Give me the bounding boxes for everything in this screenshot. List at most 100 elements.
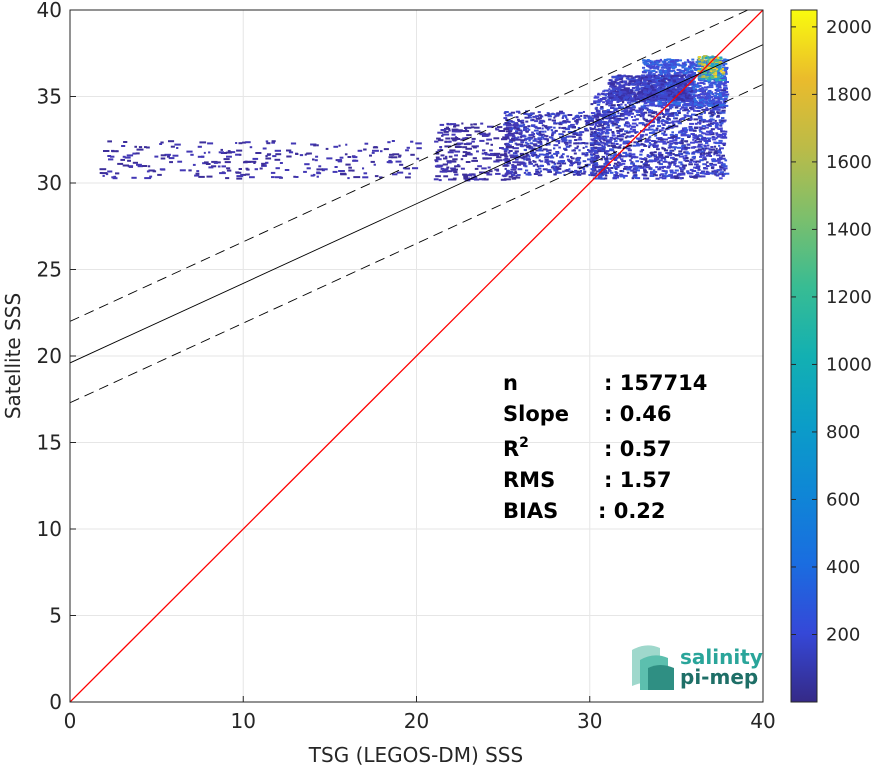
- density-cell: [515, 130, 518, 133]
- density-cell: [636, 98, 640, 101]
- density-cell: [655, 113, 660, 116]
- density-cell: [697, 168, 701, 171]
- density-cell: [606, 161, 611, 164]
- density-cell: [466, 151, 471, 154]
- density-cell: [664, 74, 669, 77]
- density-cell: [684, 129, 689, 132]
- density-cell: [668, 125, 672, 128]
- density-cell: [495, 128, 500, 131]
- density-cell: [99, 168, 107, 171]
- density-cell: [530, 154, 535, 157]
- density-cell: [651, 112, 656, 115]
- density-cell: [692, 160, 698, 163]
- density-cell: [500, 154, 507, 157]
- density-cell: [689, 107, 693, 109]
- density-cell: [661, 176, 664, 179]
- density-cell: [655, 166, 659, 169]
- density-cell: [653, 129, 658, 132]
- density-cell: [601, 155, 605, 158]
- density-cell: [149, 175, 153, 178]
- density-cell: [120, 158, 125, 161]
- colorbar-tick-label: 1200: [826, 287, 872, 308]
- density-cell: [699, 134, 703, 137]
- density-cell: [699, 155, 703, 158]
- density-cell: [669, 140, 672, 143]
- density-cell: [609, 128, 612, 131]
- density-cell: [630, 134, 635, 137]
- density-cell: [631, 87, 636, 89]
- density-cell: [720, 74, 725, 77]
- density-cell: [699, 130, 703, 133]
- density-cell: [680, 98, 684, 101]
- density-cell: [314, 159, 318, 162]
- density-cell: [620, 133, 623, 136]
- density-cell: [637, 87, 641, 90]
- density-cell: [694, 139, 697, 142]
- density-cell: [517, 120, 522, 123]
- density-cell: [708, 77, 711, 79]
- density-cell: [593, 96, 599, 99]
- density-cell: [609, 85, 613, 88]
- density-cell: [657, 68, 660, 71]
- density-cell: [611, 104, 616, 107]
- density-cell: [691, 151, 695, 154]
- density-cell: [691, 105, 694, 107]
- density-cell: [638, 107, 644, 110]
- density-cell: [656, 88, 659, 91]
- density-cell: [709, 148, 712, 151]
- density-cell: [716, 87, 720, 90]
- density-cell: [618, 154, 622, 157]
- density-cell: [661, 169, 665, 172]
- density-cell: [712, 123, 715, 125]
- density-cell: [713, 153, 716, 156]
- density-cell: [437, 139, 444, 142]
- density-cell: [615, 166, 620, 169]
- density-cell: [611, 124, 615, 127]
- density-cell: [284, 169, 290, 171]
- density-cell: [698, 122, 702, 125]
- density-cell: [640, 160, 643, 163]
- density-cell: [525, 152, 529, 155]
- density-cell: [658, 102, 663, 105]
- density-cell: [316, 168, 323, 171]
- density-cell: [612, 122, 617, 125]
- density-cell: [562, 139, 568, 142]
- density-cell: [644, 140, 650, 143]
- density-cell: [525, 157, 531, 160]
- density-cell: [631, 80, 636, 83]
- density-cell: [642, 74, 645, 77]
- density-cell: [448, 129, 451, 132]
- density-cell: [614, 167, 618, 170]
- density-cell: [677, 83, 682, 86]
- density-cell: [590, 149, 594, 151]
- density-cell: [667, 83, 672, 86]
- density-cell: [668, 93, 673, 96]
- density-cell: [192, 163, 196, 166]
- density-cell: [462, 137, 468, 140]
- density-cell: [643, 111, 648, 114]
- density-cell: [722, 167, 728, 170]
- density-cell: [597, 93, 601, 96]
- density-cell: [648, 119, 652, 122]
- density-cell: [483, 134, 490, 137]
- density-cell: [646, 74, 652, 77]
- density-cell: [447, 151, 454, 154]
- density-cell: [709, 172, 714, 175]
- density-cell: [274, 176, 282, 179]
- density-cell: [705, 77, 709, 80]
- density-cell: [453, 143, 460, 146]
- density-cell: [721, 71, 726, 74]
- density-cell: [643, 171, 649, 174]
- density-cell: [721, 154, 725, 157]
- density-cell: [705, 88, 708, 91]
- density-cell: [536, 165, 540, 168]
- density-cell: [636, 166, 640, 169]
- density-cell: [445, 137, 451, 140]
- density-cell: [408, 172, 411, 175]
- density-cell: [558, 165, 562, 168]
- density-cell: [517, 129, 523, 132]
- density-cell: [451, 130, 457, 133]
- density-cell: [657, 103, 663, 106]
- density-cell: [577, 173, 581, 176]
- density-cell: [479, 133, 485, 136]
